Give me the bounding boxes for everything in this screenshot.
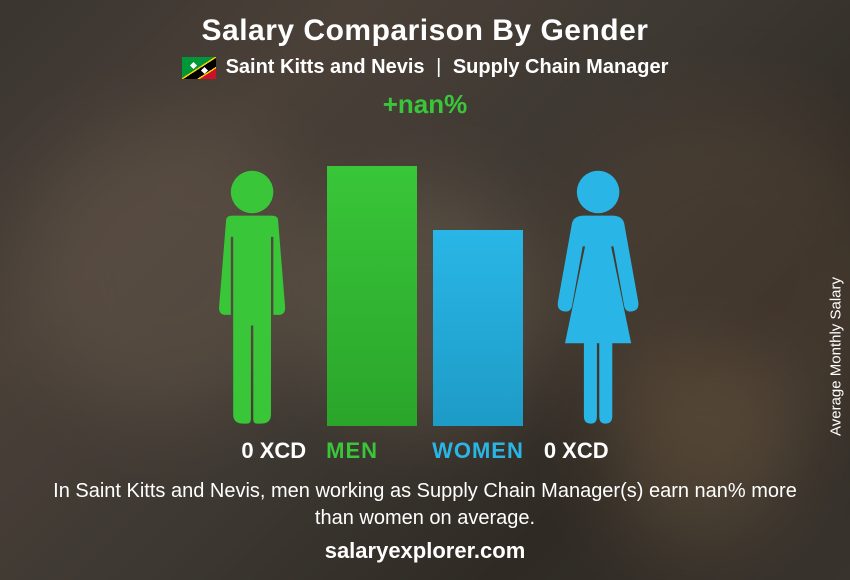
subheader: Saint Kitts and Nevis | Supply Chain Man… xyxy=(0,56,850,79)
woman-icon xyxy=(539,166,657,426)
men-label: MEN xyxy=(326,438,378,464)
women-amount: 0 XCD xyxy=(544,438,609,464)
description: In Saint Kitts and Nevis, men working as… xyxy=(50,478,800,532)
chart-area xyxy=(0,126,850,426)
footer-brand: salaryexplorer.com xyxy=(0,538,850,564)
men-amount: 0 XCD xyxy=(241,438,306,464)
man-icon xyxy=(193,166,311,426)
country-name: Saint Kitts and Nevis xyxy=(226,56,425,78)
page-title: Salary Comparison By Gender xyxy=(0,14,850,48)
header: Salary Comparison By Gender Saint Kitts … xyxy=(0,0,850,79)
men-bar xyxy=(327,166,417,426)
y-axis-label: Average Monthly Salary xyxy=(828,277,845,436)
percentage-label: +nan% xyxy=(0,89,850,120)
man-figure xyxy=(193,166,311,426)
women-bar xyxy=(433,230,523,426)
job-title: Supply Chain Manager xyxy=(453,56,669,78)
woman-figure xyxy=(539,166,657,426)
women-label: WOMEN xyxy=(432,438,524,464)
separator: | xyxy=(436,56,441,78)
subtitle: Saint Kitts and Nevis | Supply Chain Man… xyxy=(226,56,669,79)
amount-row: 0 XCD MEN WOMEN 0 XCD xyxy=(0,438,850,464)
flag-icon xyxy=(182,57,216,79)
